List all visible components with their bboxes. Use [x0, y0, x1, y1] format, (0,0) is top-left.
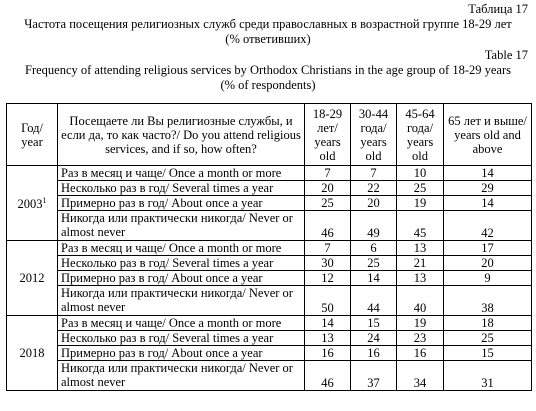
row-label: Никогда или практически никогда/ Never o…: [57, 360, 305, 391]
column-header: 65 лет и выше/ years old and above: [443, 103, 532, 166]
table-row: Никогда или практически никогда/ Never o…: [7, 285, 532, 316]
value-cell: 13: [304, 330, 351, 346]
value-cell: 29: [443, 180, 532, 196]
table-label: Table 17: [484, 48, 528, 62]
value-cell: 14: [350, 270, 397, 286]
value-cell: 25: [443, 330, 532, 346]
value-cell: 15: [350, 315, 397, 331]
year-cell: 2018: [6, 315, 58, 391]
row-label: Примерно раз в год/ About once a year: [57, 345, 305, 361]
table-row: Примерно раз в год/ About once a year 12 1…: [7, 270, 532, 286]
value-cell: 7: [304, 240, 351, 256]
value-cell: 25: [396, 180, 444, 196]
row-label: Примерно раз в год/ About once a year: [57, 270, 305, 286]
table-row: 2018 Раз в месяц и чаще/ Once a month or …: [6, 315, 532, 391]
value-cell: 19: [396, 195, 444, 211]
data-table: Год/ year Посещаете ли Вы религиозные слу…: [6, 103, 532, 391]
row-label: Несколько раз в год/ Several times a yea…: [57, 180, 305, 196]
subtitle: (% ответивших): [225, 32, 311, 46]
row-label: Раз в месяц и чаще/ Once a month or more: [57, 240, 305, 256]
value-cell: 20: [304, 180, 351, 196]
row-label: Несколько раз в год/ Several times a yea…: [57, 255, 305, 271]
value-cell: 37: [350, 360, 397, 391]
table-row: Примерно раз в год/ About once a year 16 1…: [7, 345, 532, 361]
year: 2003: [17, 197, 43, 212]
row-label: Несколько раз в год/ Several times a yea…: [57, 330, 305, 346]
value-cell: 16: [350, 345, 397, 361]
value-cell: 31: [443, 360, 532, 391]
table-row: 2012 Раз в месяц и чаще/ Once a month or …: [6, 240, 532, 316]
table-row: Несколько раз в год/ Several times a yea…: [7, 180, 532, 196]
table-row: 20031 Раз в месяц и чаще/ Once a month or…: [6, 165, 532, 241]
row-label: Примерно раз в год/ About once a year: [57, 195, 305, 211]
row-label: Раз в месяц и чаще/ Once a month or more: [57, 315, 305, 331]
value-cell: 13: [396, 270, 444, 286]
value-cell: 50: [304, 285, 351, 316]
table-row: Никогда или практически никогда/ Never o…: [7, 360, 532, 391]
value-cell: 25: [350, 255, 397, 271]
column-header: 45-64 года/ years old: [396, 103, 444, 166]
value-cell: 21: [396, 255, 444, 271]
year-cell: 2012: [6, 240, 58, 316]
value-cell: 30: [304, 255, 351, 271]
value-cell: 17: [443, 240, 532, 256]
value-cell: 10: [396, 165, 444, 181]
year-cell: 20031: [6, 165, 58, 241]
footnote-mark: 1: [42, 196, 47, 206]
value-cell: 15: [443, 345, 532, 361]
value-cell: 13: [396, 240, 444, 256]
value-cell: 6: [350, 240, 397, 256]
table-row: Несколько раз в год/ Several times a yea…: [7, 255, 532, 271]
value-cell: 14: [443, 165, 532, 181]
value-cell: 16: [396, 345, 444, 361]
row-label: Никогда или практически никогда/ Never o…: [57, 210, 305, 241]
value-cell: 9: [443, 270, 532, 286]
row-label: Раз в месяц и чаще/ Once a month or more: [57, 165, 305, 181]
subtitle: (% of respondents): [220, 78, 316, 92]
value-cell: 42: [443, 210, 532, 241]
value-cell: 16: [304, 345, 351, 361]
value-cell: 7: [304, 165, 351, 181]
value-cell: 20: [350, 195, 397, 211]
value-cell: 12: [304, 270, 351, 286]
table-row: Примерно раз в год/ About once a year 25 2…: [7, 195, 532, 211]
value-cell: 46: [304, 210, 351, 241]
value-cell: 49: [350, 210, 397, 241]
value-cell: 23: [396, 330, 444, 346]
value-cell: 25: [304, 195, 351, 211]
value-cell: 24: [350, 330, 397, 346]
value-cell: 20: [443, 255, 532, 271]
column-header: Год/ year: [6, 103, 58, 166]
value-cell: 7: [350, 165, 397, 181]
year: 2012: [19, 271, 45, 285]
table-row: Несколько раз в год/ Several times a yea…: [7, 330, 532, 346]
row-label: Никогда или практически никогда/ Never o…: [57, 285, 305, 316]
column-header: 18-29 лет/ years old: [304, 103, 351, 166]
value-cell: 46: [304, 360, 351, 391]
header-row: Год/ year Посещаете ли Вы религиозные слу…: [6, 103, 532, 166]
value-cell: 34: [396, 360, 444, 391]
value-cell: 14: [443, 195, 532, 211]
value-cell: 44: [350, 285, 397, 316]
value-cell: 38: [443, 285, 532, 316]
value-cell: 19: [396, 315, 444, 331]
table-label: Таблица 17: [468, 2, 528, 16]
table-row: Никогда или практически никогда/ Never o…: [7, 210, 532, 241]
value-cell: 45: [396, 210, 444, 241]
value-cell: 40: [396, 285, 444, 316]
value-cell: 18: [443, 315, 532, 331]
column-header: 30-44 года/ years old: [350, 103, 397, 166]
title: Частота посещения религиозных служб сред…: [24, 17, 512, 31]
year: 2018: [19, 346, 45, 360]
value-cell: 14: [304, 315, 351, 331]
title: Frequency of attending religious service…: [25, 63, 511, 77]
value-cell: 22: [350, 180, 397, 196]
column-header: Посещаете ли Вы религиозные службы, и ес…: [57, 103, 305, 166]
